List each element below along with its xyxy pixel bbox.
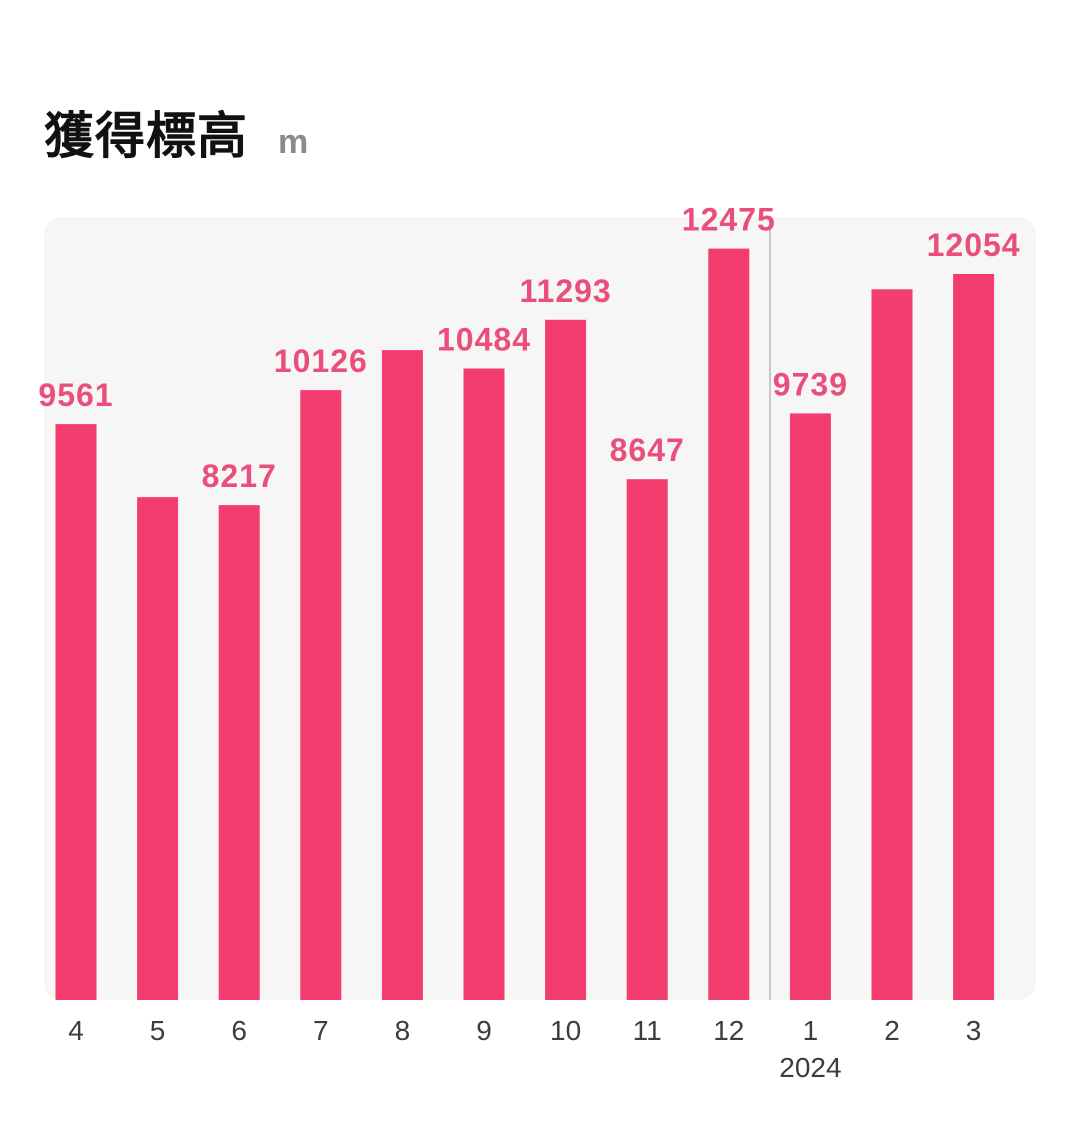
x-tick-label: 4 xyxy=(68,1015,84,1046)
x-tick-label: 9 xyxy=(476,1015,492,1046)
x-tick-label: 12 xyxy=(713,1015,744,1046)
bar-11 xyxy=(871,289,913,1000)
bar-10 xyxy=(789,413,831,1000)
bar-value-label: 10484 xyxy=(437,322,531,358)
x-tick-label: 8 xyxy=(395,1015,411,1046)
bar-3 xyxy=(218,505,260,1000)
x-tick-label: 10 xyxy=(550,1015,581,1046)
bar-8 xyxy=(626,479,668,1000)
bar-9 xyxy=(708,248,750,1001)
chart-header: 獲得標高 m xyxy=(44,96,308,168)
bar-value-label: 11293 xyxy=(519,273,611,309)
bar-2 xyxy=(137,497,179,1000)
bar-value-label: 9739 xyxy=(773,366,848,402)
bar-value-label: 12054 xyxy=(927,227,1021,263)
x-tick-label: 5 xyxy=(150,1015,166,1046)
bar-value-label: 8217 xyxy=(202,458,277,494)
year-label: 2024 xyxy=(779,1052,841,1083)
x-tick-label: 6 xyxy=(231,1015,247,1046)
x-tick-label: 3 xyxy=(966,1015,982,1046)
bar-1 xyxy=(55,424,97,1001)
x-tick-label: 2 xyxy=(884,1015,900,1046)
bar-value-label: 9561 xyxy=(38,377,113,413)
x-tick-label: 7 xyxy=(313,1015,329,1046)
bar-value-label: 8647 xyxy=(610,432,685,468)
bar-value-label: 12475 xyxy=(682,202,776,238)
bar-12 xyxy=(953,274,995,1000)
bar-5 xyxy=(381,350,423,1001)
plot-background xyxy=(44,217,1036,1000)
x-tick-label: 11 xyxy=(633,1015,662,1046)
chart-title: 獲得標高 xyxy=(44,107,248,165)
bar-value-label: 10126 xyxy=(274,343,368,379)
bar-7 xyxy=(545,319,587,1000)
value-labels-group: 9561 8217 10126 10484 11293 8647 12475 9739 1205… xyxy=(38,202,1021,495)
bar-6 xyxy=(463,368,505,1000)
x-tick-label: 1 xyxy=(803,1015,819,1046)
x-axis-ticks: 4 5 6 7 8 9 10 11 12 1 2024 2 3 xyxy=(68,1015,981,1083)
unit-label: m xyxy=(278,123,309,161)
bars-group xyxy=(55,248,995,1001)
bar-4 xyxy=(300,390,342,1001)
